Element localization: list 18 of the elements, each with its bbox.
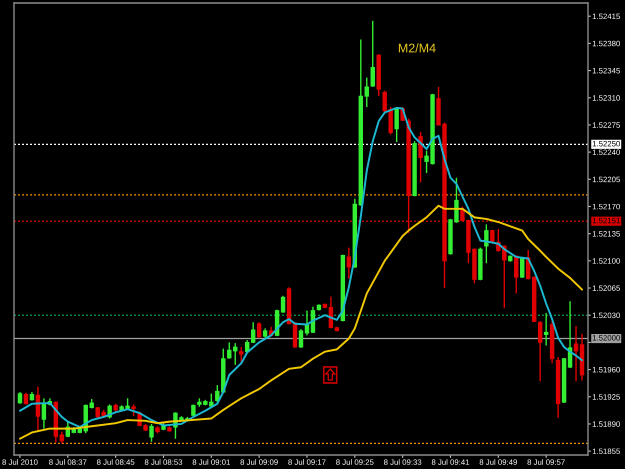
- candlestick: [262, 328, 268, 338]
- candlestick: [256, 322, 262, 338]
- candlestick: [149, 423, 154, 442]
- candlestick: [538, 320, 542, 382]
- candlestick: [36, 386, 40, 431]
- candlestick: [238, 346, 244, 362]
- candlestick: [418, 131, 423, 184]
- candlestick: [131, 404, 136, 417]
- candlestick: [346, 246, 352, 280]
- candlestick: [484, 224, 489, 264]
- candlestick: [514, 254, 518, 294]
- candlestick: [394, 106, 399, 143]
- annotation: M2/M4: [398, 43, 436, 52]
- candlestick: [24, 392, 28, 406]
- candlestick: [544, 312, 548, 346]
- candlestick: [298, 328, 304, 349]
- line-series: [19, 106, 583, 428]
- candlestick: [370, 20, 375, 88]
